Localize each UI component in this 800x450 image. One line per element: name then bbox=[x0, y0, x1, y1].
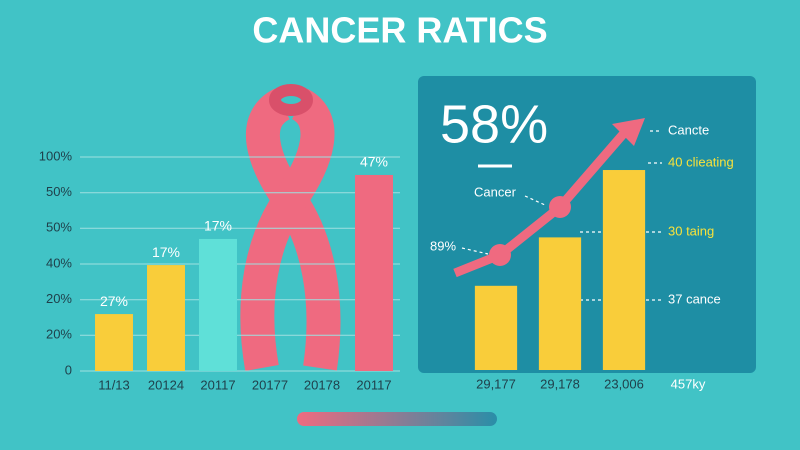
ribbon bbox=[240, 84, 341, 371]
x-tick-label: 457ky bbox=[671, 376, 706, 391]
y-tick-label: 20% bbox=[46, 327, 72, 342]
annotation: 40 clieating bbox=[668, 154, 734, 169]
bar-label: 47% bbox=[360, 154, 388, 170]
bar bbox=[355, 174, 393, 371]
bar bbox=[147, 265, 185, 371]
bar bbox=[199, 238, 237, 371]
bar bbox=[95, 314, 133, 371]
x-tick-label: 20117 bbox=[200, 377, 235, 392]
y-tick-label: 20% bbox=[46, 291, 72, 306]
bar-label: 17% bbox=[204, 218, 232, 234]
x-tick-label: 20178 bbox=[304, 377, 340, 392]
y-tick-label: 50% bbox=[46, 184, 72, 199]
y-tick-label: 40% bbox=[46, 255, 72, 270]
leader-lines bbox=[461, 130, 662, 301]
bar-label: 17% bbox=[152, 244, 180, 260]
y-tick-label: 0 bbox=[65, 362, 72, 377]
bar bbox=[474, 285, 518, 370]
decor-bar bbox=[297, 412, 497, 426]
x-tick-label: 29,177 bbox=[476, 376, 516, 391]
x-tick-label: 20117 bbox=[356, 377, 391, 392]
x-tick-label: 11/13 bbox=[98, 377, 130, 392]
x-tick-label: 20177 bbox=[252, 377, 288, 392]
bar bbox=[538, 237, 582, 370]
x-tick-label: 20124 bbox=[148, 377, 184, 392]
trend-arrow bbox=[453, 118, 645, 278]
page-title: CANCER RATICS bbox=[252, 10, 547, 51]
annotation: 89% bbox=[430, 238, 456, 253]
annotation: 30 taing bbox=[668, 223, 714, 238]
y-tick-label: 100% bbox=[39, 148, 73, 163]
annotation: Cancer bbox=[474, 184, 517, 199]
annotation: 37 cance bbox=[668, 291, 721, 306]
y-tick-label: 50% bbox=[46, 220, 72, 235]
x-tick-label: 29,178 bbox=[540, 376, 580, 391]
bar-label: 27% bbox=[100, 293, 128, 309]
chart-title: 58% bbox=[440, 94, 548, 154]
x-tick-label: 23,006 bbox=[604, 376, 644, 391]
annotation: Cancte bbox=[668, 122, 709, 137]
bar bbox=[602, 170, 646, 370]
